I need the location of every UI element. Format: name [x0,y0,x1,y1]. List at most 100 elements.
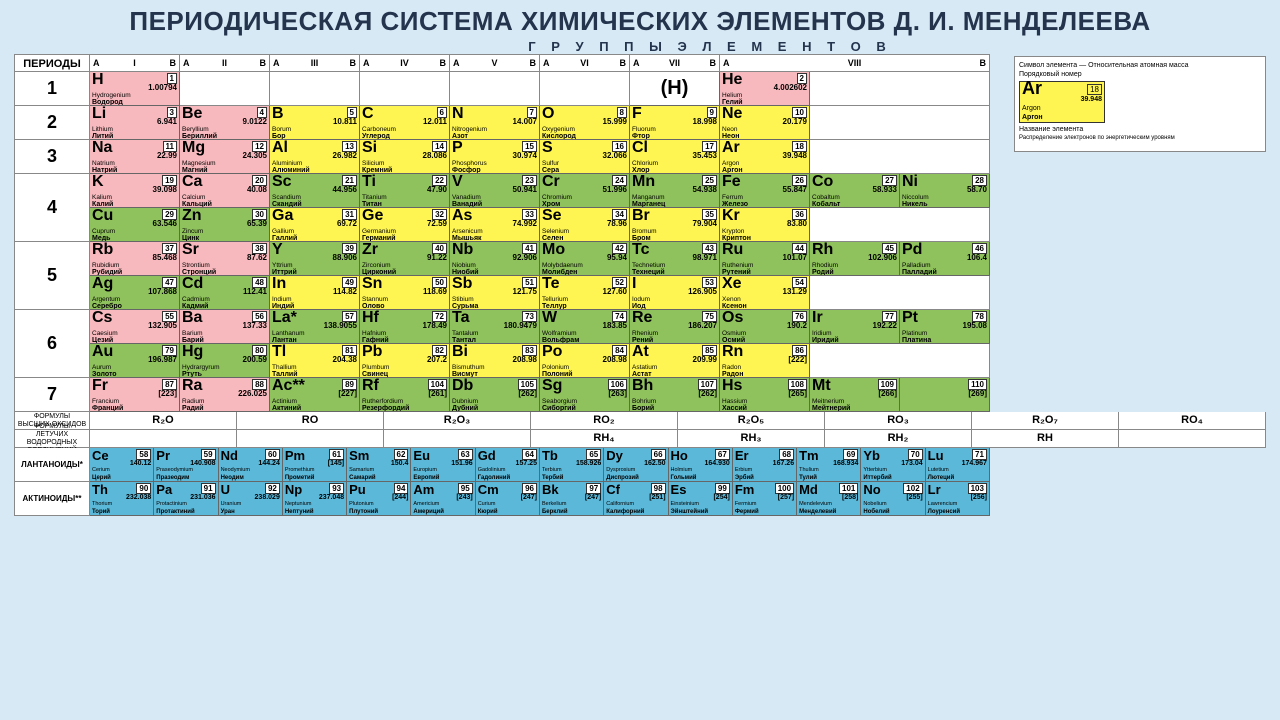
element-cell: Gd64 157.25 GadoliniumГадолиний [476,448,540,482]
main-grid: AIBAIIBAIIIBAIVBAVBAVIBAVIIBAVIIIB H1 1.… [90,54,1266,412]
group-header: AIVB [360,54,450,72]
element-cell: Nb41 92.906 NiobiumНиобий [450,242,540,276]
element-cell: Hg80 200.59 HydrargyrumРтуть [180,344,270,378]
period-label: 4 [14,174,90,242]
group-header: AIIIB [270,54,360,72]
element-cell: Ge32 72.59 GermaniumГерманий [360,208,450,242]
period-label: 1 [14,72,90,106]
element-cell: Co27 58.933 CobaltumКобальт [810,174,900,208]
element-cell: Bk97 [247] BerkeliumБерклий [540,482,604,516]
hydride-formula: RH₃ [678,430,825,448]
element-cell: Db105 [262] DubniumДубний [450,378,540,412]
element-cell: Ba56 137.33 BariumБарий [180,310,270,344]
hydride-formula [90,430,237,448]
element-cell: Ir77 192.22 IridiumИридий [810,310,900,344]
hydride-formula: RH₄ [531,430,678,448]
hydride-label: ФОРМУЛЫ ЛЕТУЧИХ ВОДОРОДНЫХ СОЕДИНЕНИЙ [14,430,90,448]
element-cell: Y39 88.906 YttriumИттрий [270,242,360,276]
element-cell: P15 30.974 PhosphorusФосфор [450,140,540,174]
element-cell: Ne10 20.179 NeonНеон [720,106,810,140]
element-cell: Ru44 101.07 RutheniumРутений [720,242,810,276]
element-cell: O8 15.999 OxygeniumКислород [540,106,630,140]
element-cell: Po84 208.98 PoloniumПолоний [540,344,630,378]
element-cell: Pa91 231.036 ProtactiniumПротактиний [154,482,218,516]
element-cell: W74 183.85 WolframiumВольфрам [540,310,630,344]
element-cell: Re75 186.207 RheniumРений [630,310,720,344]
element-cell: Cf98 [251] CaliforniumКалифорний [604,482,668,516]
element-cell: Tc43 98.971 TechnetiumТехнеций [630,242,720,276]
element-cell: Pr59 140.908 PraseodymiumПразеодим [154,448,218,482]
element-cell: Bh107 [262] BohriumБорий [630,378,720,412]
element-cell: Mg12 24.305 MagnesiumМагний [180,140,270,174]
element-cell: Pd46 106.4 PalladiumПалладий [900,242,990,276]
oxide-formula: RO₂ [531,412,678,430]
element-cell: Lr103 [256] LawrenciumЛоуренсий [926,482,990,516]
element-cell: Pt78 195.08 PlatinumПлатина [900,310,990,344]
element-cell: Mn25 54.938 ManganumМарганец [630,174,720,208]
element-cell: Rb37 85.468 RubidiumРубидий [90,242,180,276]
element-cell: Zr40 91.22 ZirconiumЦирконий [360,242,450,276]
element-cell: Ta73 180.9479 TantalumТантал [450,310,540,344]
element-cell: Tm69 168.934 ThuliumТулий [797,448,861,482]
group-header: AVIIIB [720,54,990,72]
element-cell: Kr36 83.80 KryptonКриптон [720,208,810,242]
element-cell: Au79 196.987 AurumЗолото [90,344,180,378]
oxide-formula: R₂O₇ [972,412,1119,430]
element-cell: La*57 138.9055 LanthanumЛантан [270,310,360,344]
element-cell: Hs108 [265] HassiumХассий [720,378,810,412]
series-label: АКТИНОИДЫ** [14,482,90,516]
element-cell: At85 209.99 AstatiumАстат [630,344,720,378]
element-cell: Zn30 65.39 ZincumЦинк [180,208,270,242]
element-cell: Cl17 35.453 ChloriumХлор [630,140,720,174]
element-cell: Es99 [254] EinsteiniumЭйнштейний [669,482,733,516]
groups-subtitle: Г Р У П П Ы Э Л Е М Е Н Т О В [154,39,1266,54]
element-cell: Mo42 95.94 MolybdaenumМолибден [540,242,630,276]
element-cell: Cu29 63.546 CuprumМедь [90,208,180,242]
element-cell: Sr38 87.62 StrontiumСтронций [180,242,270,276]
element-cell: Fr87 [223] FranciumФранций [90,378,180,412]
oxide-formula: R₂O₅ [678,412,825,430]
bottom-rows: ФОРМУЛЫ ВЫСШИХ ОКСИДОВR₂OROR₂O₃RO₂R₂O₅RO… [14,412,1266,516]
element-cell: Hf72 178.49 HafniumГафний [360,310,450,344]
element-cell: As33 74.992 ArsenicumМышьяк [450,208,540,242]
element-cell: Ar18 39.948 ArgonАргон [720,140,810,174]
element-cell: Ce58 140.12 CeriumЦерий [90,448,154,482]
element-cell: Dy66 162.50 DysprosiumДиспрозий [604,448,668,482]
element-cell: (H) [630,72,720,106]
period-label: 3 [14,140,90,174]
element-cell: Tl81 204.38 ThalliumТаллий [270,344,360,378]
element-cell: Sn50 118.69 StannumОлово [360,276,450,310]
period-label: 2 [14,106,90,140]
element-cell: Lu71 174.967 LutetiumЛютеций [926,448,990,482]
periods-header: ПЕРИОДЫ [14,54,90,72]
element-cell: Sb51 121.75 StibiumСурьма [450,276,540,310]
element-cell: Sc21 44.956 ScandiumСкандий [270,174,360,208]
group-header: AVIIB [630,54,720,72]
element-cell: Mt109 [266] MeitneriumМейтнерий [810,378,900,412]
element-cell: Nd60 144.24 NeodymiumНеодим [219,448,283,482]
element-cell: Pm61 [145] PromethiumПрометий [283,448,347,482]
element-cell: Bi83 208.98 BismuthumВисмут [450,344,540,378]
element-cell: Se34 78.96 SeleniumСелен [540,208,630,242]
main-title: ПЕРИОДИЧЕСКАЯ СИСТЕМА ХИМИЧЕСКИХ ЭЛЕМЕНТ… [14,6,1266,37]
element-cell: Cm96 [247] CuriumКюрий [476,482,540,516]
element-cell: Ca20 40.08 CalciumКальций [180,174,270,208]
periods-column: ПЕРИОДЫ1234567 [14,54,90,412]
oxide-formula: RO₄ [1119,412,1266,430]
element-cell: Al13 26.982 AluminiumАлюминий [270,140,360,174]
element-cell: Ni28 58.70 NiccolumНикель [900,174,990,208]
element-cell: K19 39.098 KaliumКалий [90,174,180,208]
oxide-formula: RO₃ [825,412,972,430]
element-cell: Rf104 [261] RutherfordiumРезерфордий [360,378,450,412]
group-header: AVB [450,54,540,72]
table-wrap: ПЕРИОДЫ1234567 AIBAIIBAIIIBAIVBAVBAVIBAV… [14,54,1266,412]
period-label: 5 [14,242,90,310]
element-cell: F9 18.998 FluorumФтор [630,106,720,140]
group-header: AIIB [180,54,270,72]
element-cell: Np93 237.048 NeptuniumНептуний [283,482,347,516]
element-cell: Fm100 [257] FermiumФермий [733,482,797,516]
element-cell: C6 12.011 CarboneumУглерод [360,106,450,140]
element-cell: Br35 79.904 BromumБром [630,208,720,242]
element-cell: Fe26 55.847 FerrumЖелезо [720,174,810,208]
element-cell: Yb70 173.04 YtterbiumИттербий [861,448,925,482]
